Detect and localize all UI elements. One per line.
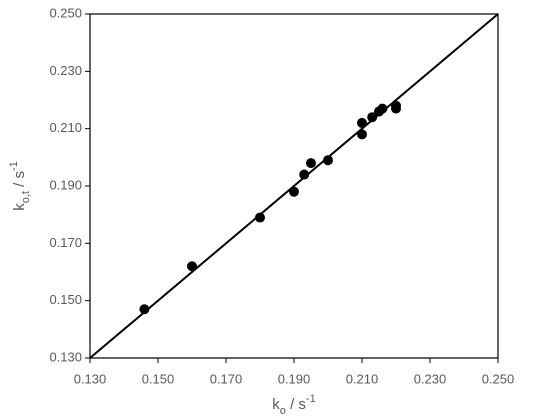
data-point	[323, 155, 333, 166]
y-tick-label: 0.150	[49, 292, 82, 307]
y-tick-label: 0.210	[49, 120, 82, 135]
data-point	[367, 112, 378, 123]
x-label-base: k	[272, 396, 280, 413]
y-tick-label: 0.130	[49, 349, 82, 364]
x-tick-label: 0.170	[210, 371, 243, 386]
data-point	[357, 129, 367, 140]
data-point	[187, 261, 197, 272]
y-label-sup: -1	[8, 161, 20, 171]
y-tick-label: 0.250	[49, 5, 82, 20]
x-tick-label: 0.150	[142, 371, 175, 386]
x-tick-label: 0.250	[482, 371, 515, 386]
x-tick-label: 0.190	[278, 371, 311, 386]
y-tick-label: 0.190	[49, 177, 82, 192]
x-tick-label: 0.230	[414, 371, 447, 386]
data-point	[306, 158, 316, 169]
data-point	[391, 103, 401, 114]
y-label-unit: / s	[11, 171, 28, 191]
x-tick-label: 0.130	[74, 371, 107, 386]
data-point	[289, 186, 299, 197]
y-label-base: k	[11, 203, 28, 211]
x-axis-label: ko / s-1	[272, 393, 315, 417]
y-axis-label: ko,t / s-1	[8, 161, 32, 211]
data-point	[139, 304, 150, 315]
data-point	[377, 103, 388, 114]
y-tick-label: 0.170	[49, 235, 82, 250]
x-label-sup: -1	[306, 393, 316, 405]
y-tick-label: 0.230	[49, 63, 82, 78]
x-label-unit: / s	[286, 396, 306, 413]
data-point	[299, 169, 310, 180]
data-point	[255, 212, 265, 223]
x-tick-label: 0.210	[346, 371, 379, 386]
data-point	[357, 117, 367, 128]
x-label-sub: o	[280, 405, 286, 417]
y-label-sub: o,t	[20, 191, 32, 203]
reference-line	[89, 13, 499, 359]
